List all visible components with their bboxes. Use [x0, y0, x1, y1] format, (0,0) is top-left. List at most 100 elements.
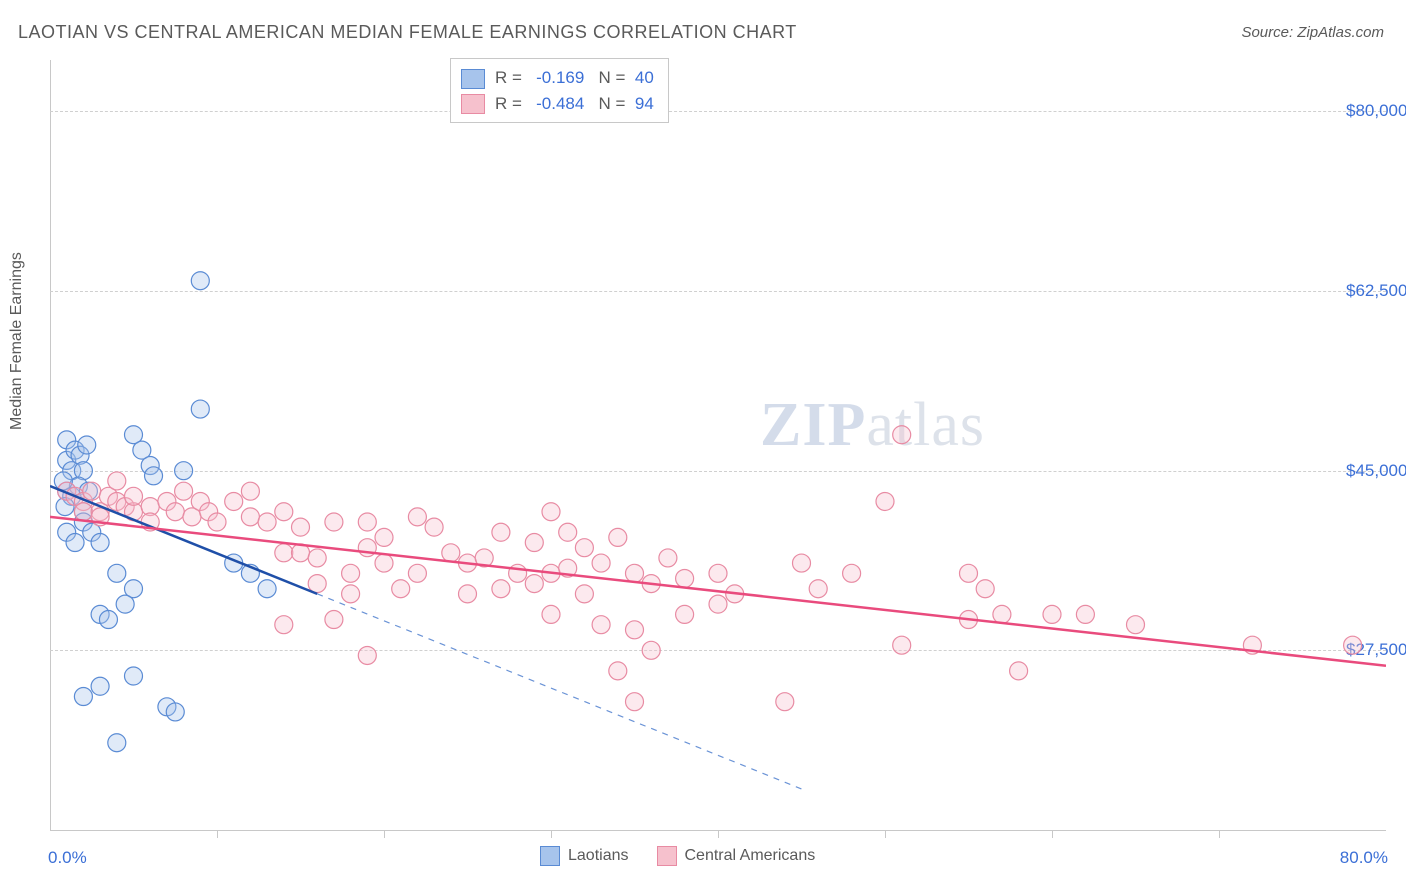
r-value: -0.484 — [536, 94, 584, 113]
correlation-row: R = -0.484 N = 94 — [461, 91, 654, 117]
data-point — [408, 564, 426, 582]
legend-swatch — [461, 94, 485, 114]
data-point — [525, 534, 543, 552]
x-tick — [1219, 830, 1220, 838]
data-point — [626, 693, 644, 711]
data-point — [843, 564, 861, 582]
data-point — [175, 482, 193, 500]
data-point — [676, 605, 694, 623]
legend-label: Central Americans — [685, 847, 816, 864]
x-axis-min-label: 0.0% — [48, 848, 87, 868]
data-point — [626, 564, 644, 582]
data-point — [1344, 636, 1362, 654]
legend-swatch — [461, 69, 485, 89]
chart-title: LAOTIAN VS CENTRAL AMERICAN MEDIAN FEMAL… — [18, 22, 797, 43]
data-point — [1010, 662, 1028, 680]
data-point — [116, 595, 134, 613]
data-point — [375, 554, 393, 572]
data-point — [66, 534, 84, 552]
data-point — [592, 616, 610, 634]
data-point — [358, 646, 376, 664]
data-point — [175, 462, 193, 480]
data-point — [525, 575, 543, 593]
data-point — [809, 580, 827, 598]
n-label: N = — [598, 94, 630, 113]
data-point — [258, 513, 276, 531]
data-point — [626, 621, 644, 639]
data-point — [592, 554, 610, 572]
data-point — [108, 564, 126, 582]
r-label: R = — [495, 94, 527, 113]
data-point — [275, 544, 293, 562]
data-point — [83, 482, 101, 500]
data-point — [74, 503, 92, 521]
data-point — [609, 662, 627, 680]
data-point — [78, 436, 96, 454]
data-point — [960, 564, 978, 582]
data-point — [893, 426, 911, 444]
data-point — [876, 492, 894, 510]
r-value: -0.169 — [536, 68, 584, 87]
legend: Laotians Central Americans — [540, 846, 815, 866]
x-tick — [885, 830, 886, 838]
data-point — [308, 575, 326, 593]
data-point — [225, 492, 243, 510]
data-point — [1043, 605, 1061, 623]
data-point — [258, 580, 276, 598]
data-point — [342, 564, 360, 582]
scatter-plot — [50, 60, 1386, 830]
x-tick — [718, 830, 719, 838]
data-point — [325, 513, 343, 531]
data-point — [1076, 605, 1094, 623]
data-point — [241, 482, 259, 500]
correlation-row: R = -0.169 N = 40 — [461, 65, 654, 91]
data-point — [241, 508, 259, 526]
data-point — [191, 400, 209, 418]
regression-line — [50, 517, 1386, 666]
data-point — [575, 585, 593, 603]
legend-swatch — [657, 846, 677, 866]
data-point — [492, 523, 510, 541]
legend-swatch — [540, 846, 560, 866]
data-point — [342, 585, 360, 603]
data-point — [208, 513, 226, 531]
legend-label: Laotians — [568, 847, 629, 864]
data-point — [425, 518, 443, 536]
data-point — [459, 585, 477, 603]
n-label: N = — [598, 68, 630, 87]
data-point — [91, 677, 109, 695]
data-point — [559, 523, 577, 541]
data-point — [492, 580, 510, 598]
data-point — [392, 580, 410, 598]
data-point — [442, 544, 460, 562]
data-point — [275, 616, 293, 634]
correlation-box: R = -0.169 N = 40R = -0.484 N = 94 — [450, 58, 669, 123]
data-point — [308, 549, 326, 567]
n-value: 94 — [635, 94, 654, 113]
x-tick — [551, 830, 552, 838]
data-point — [1127, 616, 1145, 634]
data-point — [292, 518, 310, 536]
x-tick — [1052, 830, 1053, 838]
data-point — [275, 503, 293, 521]
data-point — [325, 611, 343, 629]
data-point — [166, 503, 184, 521]
data-point — [993, 605, 1011, 623]
data-point — [709, 564, 727, 582]
data-point — [575, 539, 593, 557]
regression-extrapolation — [317, 594, 801, 789]
data-point — [676, 569, 694, 587]
x-tick — [217, 830, 218, 838]
data-point — [74, 688, 92, 706]
data-point — [976, 580, 994, 598]
source-label: Source: ZipAtlas.com — [1241, 24, 1384, 41]
x-axis-max-label: 80.0% — [1340, 848, 1388, 868]
data-point — [358, 513, 376, 531]
data-point — [609, 528, 627, 546]
data-point — [793, 554, 811, 572]
data-point — [125, 667, 143, 685]
data-point — [709, 595, 727, 613]
data-point — [108, 472, 126, 490]
x-tick — [384, 830, 385, 838]
y-axis-label: Median Female Earnings — [8, 252, 26, 430]
